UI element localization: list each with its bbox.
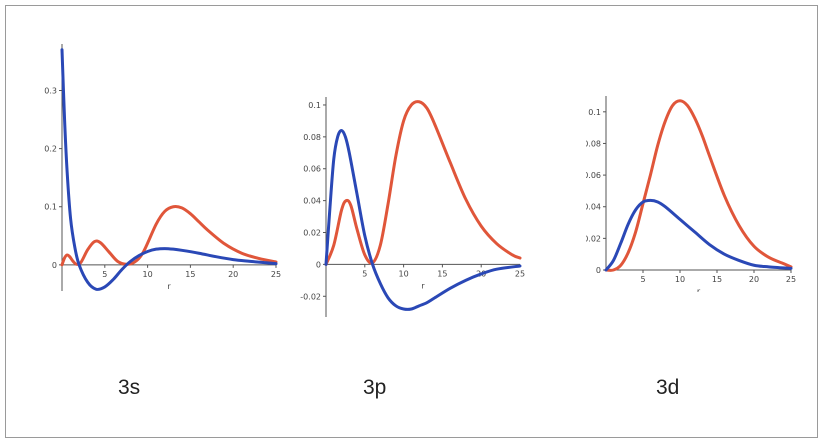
y-tick-label: 0.06 <box>586 171 601 180</box>
x-tick-label: 10 <box>143 270 153 279</box>
y-tick-label: 0.3 <box>44 86 57 95</box>
x-tick-label: 10 <box>399 269 409 278</box>
x-tick-label: 25 <box>786 275 796 284</box>
y-tick-label: 0.08 <box>586 139 601 148</box>
x-tick-label: 10 <box>675 275 685 284</box>
x-tick-label: 15 <box>712 275 722 284</box>
caption-3p: 3p <box>363 376 387 399</box>
y-tick-label: 0 <box>316 260 321 269</box>
y-tick-label: 0.1 <box>308 101 321 110</box>
y-tick-label: 0 <box>52 261 57 270</box>
y-tick-label: 0.1 <box>44 203 57 212</box>
x-tick-label: 5 <box>640 275 645 284</box>
y-tick-label: 0.02 <box>586 234 601 243</box>
x-axis-label: r <box>167 282 171 291</box>
series-line-red <box>324 100 522 266</box>
y-tick-label: 0.02 <box>303 229 321 238</box>
x-tick-label: 20 <box>228 270 238 279</box>
x-tick-label: 15 <box>437 269 447 278</box>
x-tick-label: 25 <box>515 269 525 278</box>
y-tick-label: -0.02 <box>300 292 321 301</box>
x-tick-label: 15 <box>185 270 195 279</box>
y-tick-label: 0.08 <box>303 133 321 142</box>
x-tick-label: 25 <box>271 270 281 279</box>
caption-3d: 3d <box>656 376 680 399</box>
series-line-red <box>60 205 278 267</box>
x-tick-label: 5 <box>362 269 367 278</box>
x-tick-label: 5 <box>102 270 107 279</box>
x-axis-label: r <box>421 281 425 290</box>
y-tick-label: 0.2 <box>44 145 57 154</box>
y-tick-label: 0 <box>596 266 601 275</box>
x-axis-label: r <box>697 287 701 292</box>
chart-3d: 5 10 15 20 25 0 0.02 0.04 0.06 0.08 0.1 r <box>586 96 796 292</box>
chart-3s: 5 10 15 20 25 0 0.1 0.2 0.3 r <box>44 44 281 291</box>
y-tick-label: 0.04 <box>303 197 321 206</box>
series-line-blue <box>604 198 793 272</box>
series-line-blue <box>60 48 278 291</box>
series-line-red <box>604 99 793 272</box>
series-line-blue <box>324 128 522 311</box>
y-tick-label: 0.06 <box>303 165 321 174</box>
y-tick-label: 0.1 <box>588 108 601 117</box>
x-tick-label: 20 <box>749 275 759 284</box>
y-tick-label: 0.04 <box>586 203 601 212</box>
caption-3s: 3s <box>118 376 141 399</box>
figure-frame: 5 10 15 20 25 0 0.1 0.2 0.3 r 5 10 15 20 25 -0.02 0 0.02… <box>5 5 818 438</box>
